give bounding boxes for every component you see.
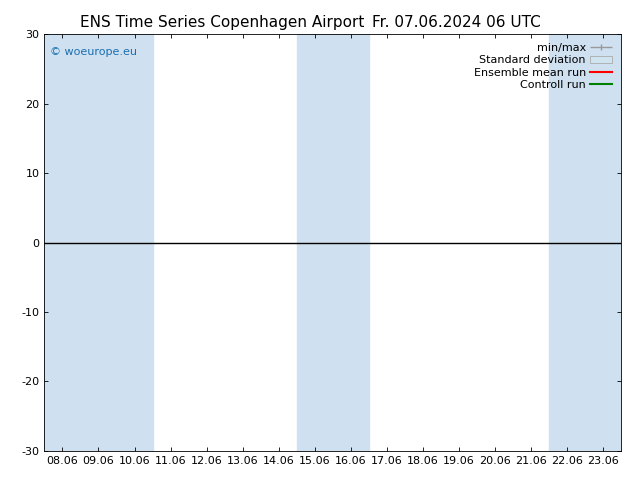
Text: © woeurope.eu: © woeurope.eu: [50, 47, 137, 57]
Text: Fr. 07.06.2024 06 UTC: Fr. 07.06.2024 06 UTC: [372, 15, 541, 30]
Bar: [585, 34, 621, 451]
Bar: [81, 34, 117, 451]
Bar: [549, 34, 585, 451]
Text: ENS Time Series Copenhagen Airport: ENS Time Series Copenhagen Airport: [80, 15, 364, 30]
Legend: min/max, Standard deviation, Ensemble mean run, Controll run: min/max, Standard deviation, Ensemble me…: [470, 40, 616, 93]
Bar: [44, 34, 81, 451]
Bar: [297, 34, 333, 451]
Bar: [333, 34, 369, 451]
Bar: [117, 34, 153, 451]
